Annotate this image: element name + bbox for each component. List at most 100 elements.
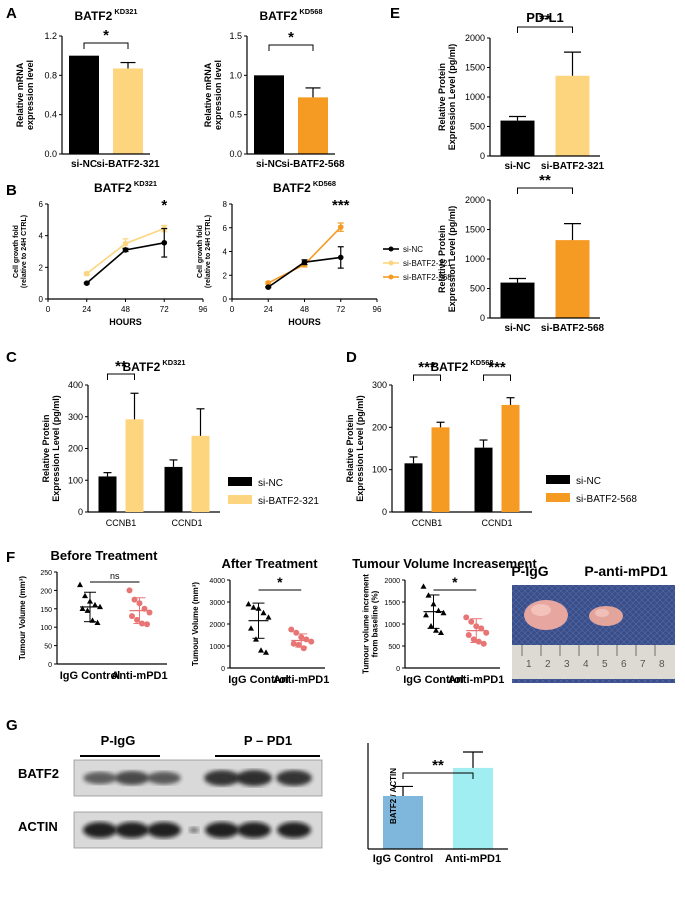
data-point	[84, 607, 91, 613]
data-point	[468, 618, 475, 625]
ruler-number: 2	[545, 659, 551, 670]
ruler-ticks: 1 2 3 4 5 6 7 8	[521, 645, 665, 670]
y-axis-label: Relative Protein	[41, 414, 51, 482]
ruler-number: 3	[564, 659, 570, 670]
data-point	[265, 280, 272, 286]
data-point	[82, 592, 88, 599]
x-tick-label: si-NC	[256, 159, 282, 170]
band-actin	[83, 822, 117, 838]
data-point	[129, 613, 135, 620]
bar	[164, 466, 183, 512]
y-axis-label: Tumour Volume (mm³)	[191, 582, 200, 666]
y-tick-label: 300	[68, 412, 83, 422]
band-batf2	[204, 770, 240, 786]
band-actin	[205, 822, 239, 838]
bar	[453, 767, 493, 849]
chart-title-main: BATF2	[273, 181, 311, 195]
significance-label: **	[539, 172, 551, 189]
significance-label: ***	[332, 197, 350, 214]
x-tick-label: 0	[230, 305, 235, 314]
chart-title: BATF2 KD568	[260, 7, 323, 23]
chart-title: Before Treatment	[51, 548, 159, 563]
y-tick-label: 0	[480, 151, 485, 161]
significance-bracket	[268, 44, 314, 51]
data-point	[265, 614, 272, 620]
y-axis-label: Cell growth fold	[197, 225, 204, 278]
band-batf2	[147, 771, 181, 785]
x-tick-label: CCNB1	[412, 518, 443, 528]
chart-E2: si-NC si-BATF2-568 0 500 1000 1500 2000 ** Relat…	[437, 172, 605, 334]
chart-A1: si-NC si-BATF2-321 0.0 0.4 0.8 1.2 * BATF2 KD32…	[15, 7, 160, 170]
y-tick-label: 50	[44, 644, 52, 651]
x-tick-label: CCND1	[171, 518, 202, 528]
chart-title-sup: KD321	[132, 179, 157, 188]
y-tick-label: 0	[223, 295, 228, 304]
data-point	[144, 621, 150, 628]
y-tick-label: 0	[221, 666, 225, 673]
significance-bracket	[402, 772, 474, 779]
y-tick-label: 2000	[209, 622, 225, 629]
legend-swatch	[228, 477, 252, 486]
y-tick-label: 150	[40, 607, 52, 614]
y-tick-label: 2000	[465, 195, 485, 205]
y-tick-label: 0	[39, 295, 44, 304]
legend-marker	[388, 274, 394, 280]
data-point	[92, 601, 98, 608]
data-point	[433, 627, 439, 633]
significance-label: *	[288, 29, 294, 46]
y-tick-label: 250	[40, 570, 52, 577]
significance-bracket	[107, 373, 135, 380]
panel-letter-e: E	[390, 5, 400, 22]
y-tick-label: 4	[223, 248, 228, 257]
significance-label: **	[539, 11, 551, 28]
y-tick-label: 200	[68, 444, 83, 454]
y-tick-label: 3000	[209, 600, 225, 607]
data-point	[478, 625, 485, 632]
data-point	[308, 638, 315, 645]
legend-swatch	[546, 475, 570, 484]
data-point	[428, 623, 434, 629]
chart-G: IgG Control Anti-mPD1 ** BATF2 / ACTIN	[367, 743, 508, 865]
data-point	[337, 224, 344, 230]
y-tick-label: 0	[480, 313, 485, 323]
data-point	[126, 587, 133, 594]
data-point	[77, 581, 83, 588]
bar	[500, 282, 535, 318]
series-line	[267, 226, 342, 284]
chart-title-sup: KD321	[160, 358, 185, 367]
y-tick-label: 2000	[384, 578, 400, 585]
y-tick-label: 100	[40, 625, 52, 632]
legend-swatch	[228, 495, 252, 504]
y-axis-label: Cell growth fold	[13, 225, 20, 278]
x-tick-label: 96	[373, 305, 382, 314]
data-point	[420, 583, 427, 589]
data-point	[161, 239, 168, 246]
data-point	[134, 616, 140, 623]
data-point	[122, 247, 129, 253]
y-tick-label: 100	[372, 465, 387, 475]
data-point	[290, 640, 297, 647]
chart-title: BATF2 KD568	[273, 179, 336, 195]
data-point	[293, 629, 300, 636]
y-axis-label: BATF2 / ACTIN	[389, 768, 398, 824]
y-tick-label: 1.0	[229, 70, 242, 80]
data-point	[79, 605, 86, 611]
data-point	[253, 636, 259, 642]
data-point	[94, 619, 101, 625]
ruler	[512, 645, 675, 679]
chart-title-sup: KD568	[311, 179, 336, 188]
blot-group-pd1: P – PD1	[244, 733, 292, 748]
y-axis-label: Expression Level (pg/ml)	[447, 44, 457, 151]
chart-title: BATF2 KD321	[75, 7, 138, 23]
y-tick-label: 200	[372, 422, 387, 432]
band-actin	[189, 827, 199, 833]
bar	[431, 427, 450, 512]
y-tick-label: 500	[388, 644, 400, 651]
chart-title-sup: KD568	[297, 7, 322, 16]
legend-marker	[388, 260, 394, 266]
tumour-igg-highlight	[531, 604, 551, 616]
data-point	[288, 626, 295, 633]
